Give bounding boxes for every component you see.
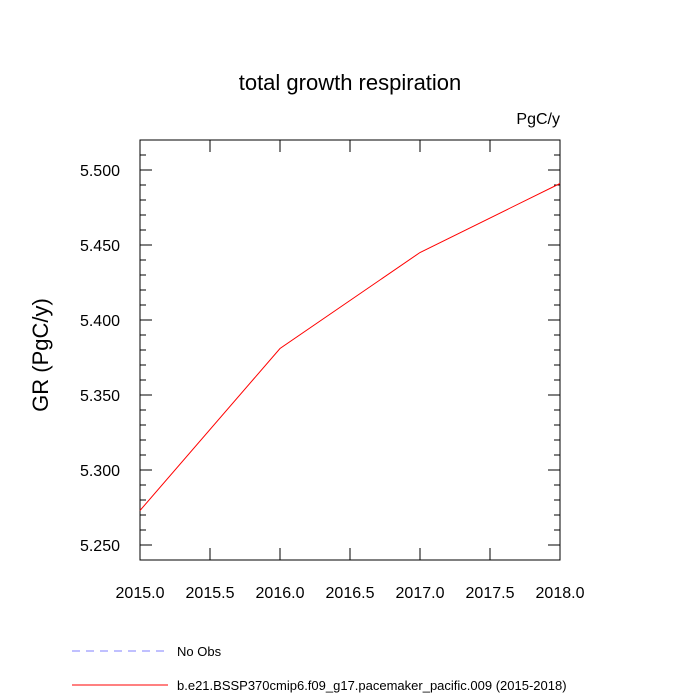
x-tick-label: 2017.0 [396,585,445,602]
x-tick-label: 2018.0 [536,585,585,602]
minor-ticks [140,139,560,561]
x-tick-label: 2017.5 [466,585,515,602]
y-axis-label: GR (PgC/y) [28,298,53,412]
y-tick-label: 5.350 [80,388,120,405]
y-tick-label: 5.250 [80,538,120,555]
y-tick-label: 5.400 [80,313,120,330]
plot-frame [139,139,561,561]
legend-label-model-run: b.e21.BSSP370cmip6.f09_g17.pacemaker_pac… [177,678,567,693]
y-ticks: 5.250 5.300 5.350 5.400 5.450 5.500 [80,163,560,555]
chart-title: total growth respiration [239,70,462,95]
x-tick-label: 2015.5 [186,585,235,602]
legend: No Obs b.e21.BSSP370cmip6.f09_g17.pacema… [72,644,567,693]
y-tick-label: 5.500 [80,163,120,180]
series-group [139,183,561,511]
x-ticks: 2015.0 2015.5 2016.0 2016.5 2017.0 2017.5 2018… [116,140,585,602]
legend-label-no-obs: No Obs [177,644,222,659]
series-line [139,183,561,511]
x-tick-label: 2016.5 [326,585,375,602]
y-tick-label: 5.450 [80,238,120,255]
x-tick-label: 2015.0 [116,585,165,602]
x-tick-label: 2016.0 [256,585,305,602]
y-tick-label: 5.300 [80,463,120,480]
units-label: PgC/y [516,111,560,128]
